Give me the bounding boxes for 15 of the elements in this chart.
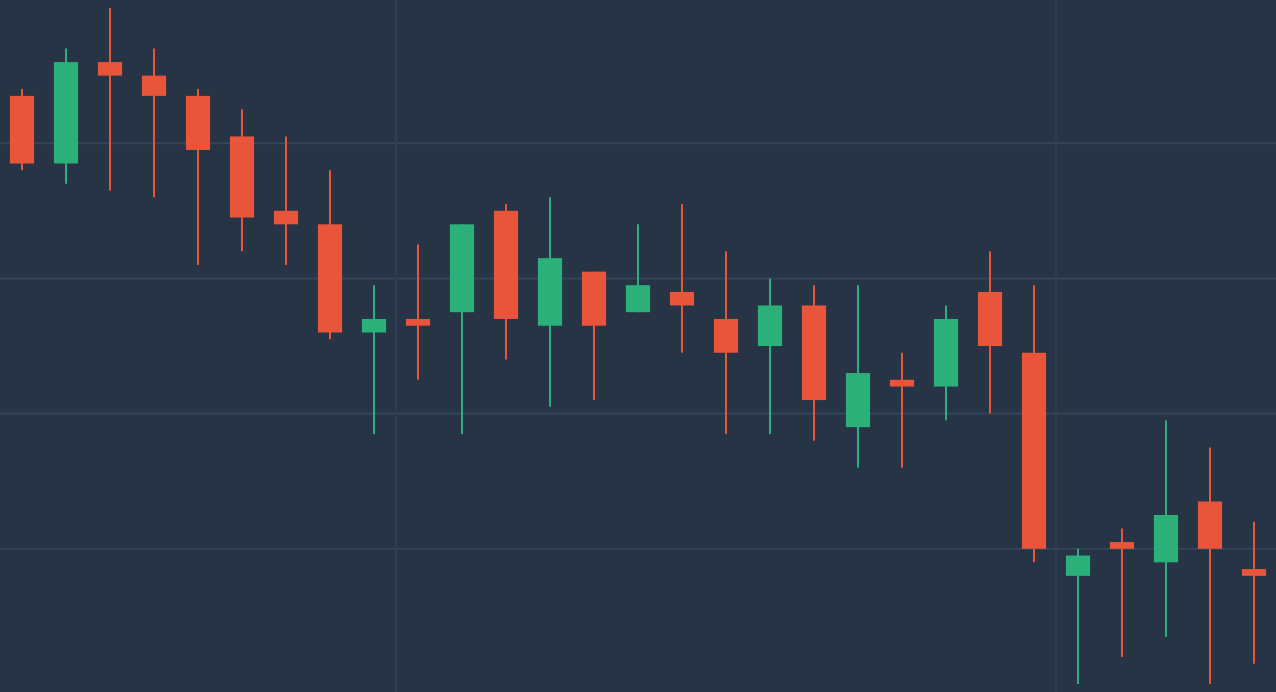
candlestick: [1241, 520, 1267, 665]
candlestick: [141, 47, 167, 199]
candlestick: [625, 223, 651, 314]
candlestick: [889, 351, 915, 469]
candlestick: [273, 135, 299, 266]
candlestick: [713, 250, 739, 435]
candlestick: [405, 243, 431, 381]
candlestick: [1109, 527, 1135, 658]
candlestick: [757, 277, 783, 435]
candlestick: [97, 7, 123, 192]
candlestick: [361, 284, 387, 435]
candlestick: [1065, 547, 1091, 685]
candlestick: [1153, 419, 1179, 638]
candlestick: [1197, 446, 1223, 685]
candlestick: [669, 203, 695, 354]
